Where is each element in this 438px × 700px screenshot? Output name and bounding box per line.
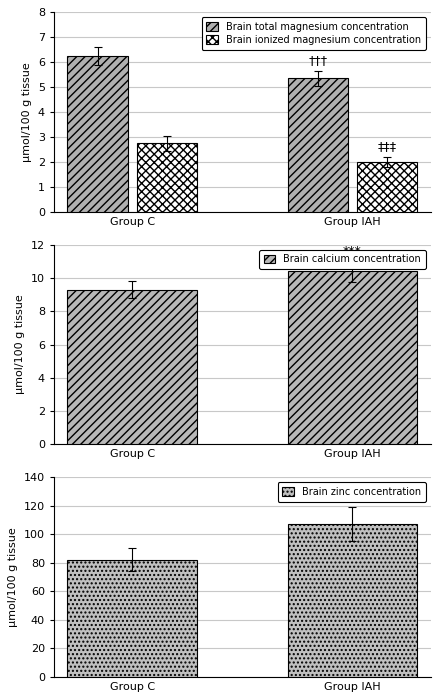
Bar — [287, 524, 417, 677]
Text: ‡‡‡: ‡‡‡ — [377, 140, 396, 153]
Bar — [67, 290, 197, 444]
Legend: Brain calcium concentration: Brain calcium concentration — [258, 250, 425, 270]
Bar — [136, 144, 197, 212]
Bar — [287, 272, 417, 444]
Bar — [67, 560, 197, 677]
Y-axis label: μmol/100 g tissue: μmol/100 g tissue — [15, 295, 25, 394]
Y-axis label: μmol/100 g tissue: μmol/100 g tissue — [22, 62, 32, 162]
Legend: Brain zinc concentration: Brain zinc concentration — [277, 482, 425, 502]
Text: †††: ††† — [307, 54, 327, 67]
Bar — [356, 162, 417, 212]
Bar — [67, 56, 127, 212]
Y-axis label: μmol/100 g tissue: μmol/100 g tissue — [8, 527, 18, 627]
Text: ***: *** — [343, 245, 361, 258]
Bar — [287, 78, 347, 212]
Legend: Brain total magnesium concentration, Brain ionized magnesium concentration: Brain total magnesium concentration, Bra… — [201, 18, 425, 50]
Text: ooo: ooo — [340, 490, 363, 503]
